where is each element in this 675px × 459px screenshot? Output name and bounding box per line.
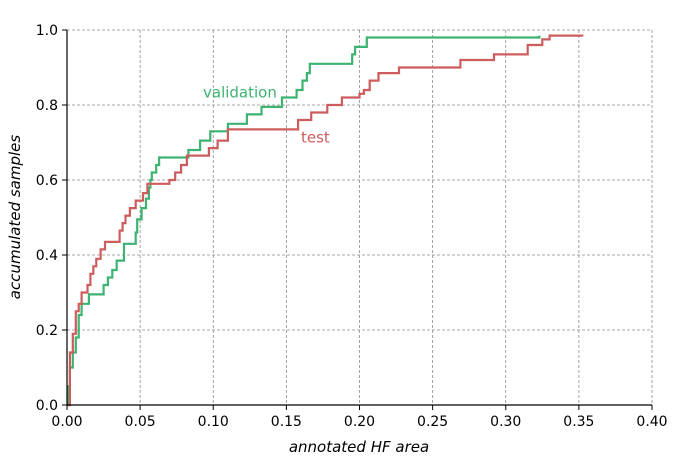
- series-lines: [67, 34, 584, 407]
- series-line-validation: [67, 35, 541, 407]
- x-axis-title: annotated HF area: [289, 438, 429, 456]
- series-line-test: [67, 34, 584, 407]
- x-tick-label: 0.30: [490, 414, 521, 430]
- y-tick-label: 0.6: [36, 173, 58, 189]
- y-ticks: 0.0 0.2 0.4 0.6 0.8 1.0: [36, 23, 67, 414]
- x-tick-label: 0.10: [198, 414, 229, 430]
- y-axis-title: accumulated samples: [6, 135, 24, 300]
- x-tick-label: 0.25: [417, 414, 448, 430]
- grid-lines: [67, 29, 653, 405]
- x-tick-label: 0.20: [344, 414, 375, 430]
- x-tick-label: 0.40: [636, 414, 667, 430]
- series-label-test: test: [301, 129, 330, 147]
- x-tick-label: 0.00: [51, 414, 82, 430]
- series-labels: validation test: [203, 84, 330, 147]
- series-label-validation: validation: [203, 84, 277, 102]
- y-tick-label: 0.4: [36, 248, 58, 264]
- x-tick-label: 0.05: [125, 414, 156, 430]
- y-tick-label: 0.2: [36, 323, 58, 339]
- x-tick-label: 0.15: [271, 414, 302, 430]
- y-tick-label: 0.8: [36, 98, 58, 114]
- y-tick-label: 0.0: [36, 398, 58, 414]
- x-ticks: 0.00 0.05 0.10 0.15 0.20 0.25 0.30 0.35 0.40: [51, 405, 668, 430]
- y-tick-label: 1.0: [36, 23, 58, 39]
- x-tick-label: 0.35: [563, 414, 594, 430]
